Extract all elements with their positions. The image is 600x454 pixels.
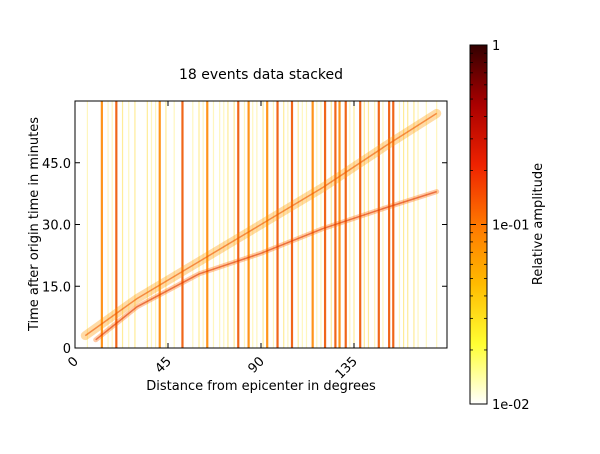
- x-tick-label: 90: [246, 354, 268, 376]
- y-tick-label: 45.0: [42, 157, 71, 172]
- colorbar-label: Relative amplitude: [531, 163, 546, 285]
- y-tick-label: 15.0: [42, 280, 71, 295]
- phase-arrival-line: [84, 112, 438, 337]
- colorbar-tick-label: 1: [492, 39, 500, 54]
- seismic-traces: [86, 101, 438, 348]
- y-axis-label: Time after origin time in minutes: [27, 117, 42, 332]
- y-axis-ticks: 0 15.0 30.0 45.0: [42, 157, 447, 357]
- plot-area: [74, 100, 448, 349]
- colorbar-tick-label: 1e-02: [492, 398, 530, 413]
- colorbar-ticks: 1 1e-01 1e-02: [470, 39, 530, 413]
- colorbar: 1 1e-01 1e-02 Relative amplitude: [469, 39, 546, 413]
- colorbar-tick-label: 1e-01: [492, 219, 530, 234]
- y-tick-label: 0: [63, 342, 71, 357]
- phase-arrival-bands: [80, 108, 442, 343]
- phase-arrival-line: [95, 190, 437, 341]
- y-tick-label: 30.0: [42, 219, 71, 234]
- chart-title: 18 events data stacked: [179, 67, 343, 83]
- x-tick-label: 45: [153, 354, 175, 376]
- x-axis-label: Distance from epicenter in degrees: [146, 379, 376, 394]
